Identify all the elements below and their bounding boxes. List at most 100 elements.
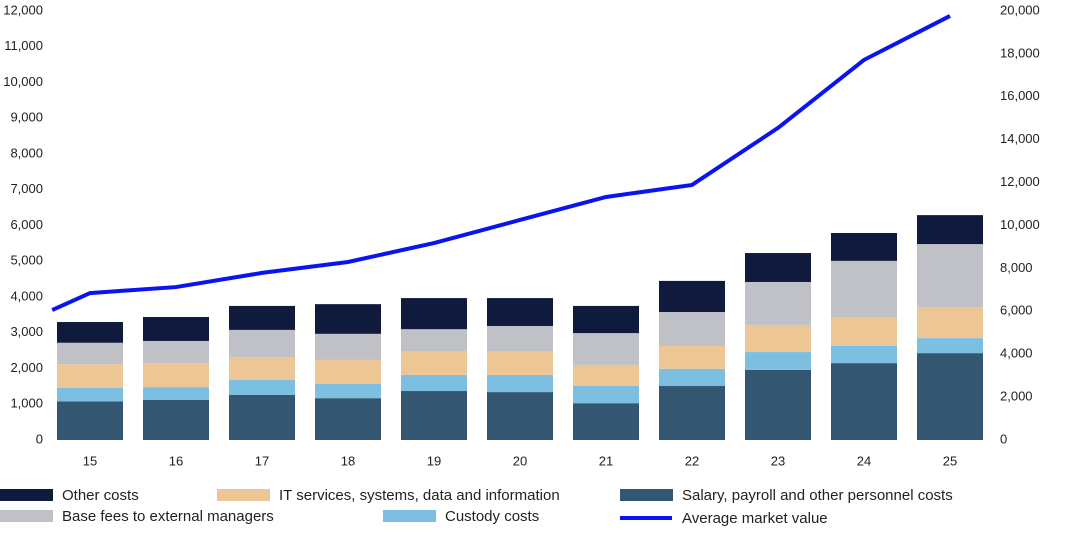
bar-segment <box>487 325 553 351</box>
bar-segment <box>659 345 725 369</box>
bar-segment <box>745 352 811 370</box>
bar-segment <box>745 324 811 353</box>
bar-segment <box>229 394 295 440</box>
y-tick-label: 3,000 <box>10 324 43 339</box>
legend-swatch <box>0 510 53 522</box>
bar-segment <box>659 312 725 346</box>
y-tick-label: 12,000 <box>3 2 43 17</box>
legend-swatch <box>217 489 270 501</box>
bar-segment <box>659 280 725 313</box>
bar-segment <box>315 398 381 440</box>
y2-tick-label: 12,000 <box>1000 174 1040 189</box>
y2-tick-label: 8,000 <box>1000 260 1033 275</box>
bar-segment <box>487 298 553 326</box>
bar-segment <box>57 387 123 402</box>
y-tick-label: 8,000 <box>10 145 43 160</box>
bar-segment <box>143 363 209 388</box>
bar-segment <box>831 233 897 261</box>
y-tick-label: 11,000 <box>4 38 43 53</box>
bar-segment <box>401 329 467 351</box>
bar-segment <box>57 322 123 343</box>
x-tick-label: 22 <box>685 453 699 468</box>
x-tick-label: 19 <box>427 453 441 468</box>
bar-segment <box>831 317 897 346</box>
y-tick-label: 6,000 <box>10 217 43 232</box>
x-tick-label: 24 <box>857 453 871 468</box>
y-tick-label: 1,000 <box>10 396 43 411</box>
bar-segment <box>229 329 295 358</box>
y-tick-label: 5,000 <box>10 253 43 268</box>
y2-tick-label: 14,000 <box>1000 131 1040 146</box>
bar-segment <box>573 403 639 440</box>
legend-label: Other costs <box>62 487 139 504</box>
y-tick-label: 4,000 <box>10 288 43 303</box>
bar-segment <box>57 342 123 365</box>
y-tick-label: 7,000 <box>10 181 43 196</box>
bar-segment <box>57 364 123 388</box>
x-tick-label: 21 <box>599 453 613 468</box>
bar-segment <box>917 244 983 308</box>
bar-segment <box>573 386 639 404</box>
x-tick-label: 16 <box>169 453 183 468</box>
bar-segment <box>315 383 381 399</box>
x-tick-label: 20 <box>513 453 527 468</box>
x-tick-label: 25 <box>943 453 957 468</box>
bar-segment <box>659 386 725 440</box>
bar-segment <box>917 338 983 354</box>
bar-segment <box>487 350 553 375</box>
x-tick-label: 23 <box>771 453 785 468</box>
y2-tick-label: 4,000 <box>1000 346 1033 361</box>
legend-label: Average market value <box>682 510 828 527</box>
legend-label: Custody costs <box>445 508 539 525</box>
bar-segment <box>487 392 553 440</box>
bar-segment <box>401 391 467 440</box>
bar-segment <box>573 305 639 334</box>
bar-segment <box>57 401 123 440</box>
y2-tick-label: 0 <box>1000 431 1007 446</box>
bar-segment <box>143 387 209 400</box>
bar-segment <box>745 369 811 440</box>
y-tick-label: 2,000 <box>10 360 43 375</box>
bar-segment <box>917 215 983 245</box>
bar-segment <box>229 305 295 330</box>
y-tick-label: 9,000 <box>10 110 43 125</box>
bar-segment <box>917 307 983 339</box>
legend-swatch <box>620 489 673 501</box>
bar-segment <box>401 350 467 375</box>
legend-label: Salary, payroll and other personnel cost… <box>682 487 953 504</box>
y-tick-label: 10,000 <box>3 74 43 89</box>
bar-segment <box>143 317 209 341</box>
legend-swatch <box>0 489 53 501</box>
legend-label: Base fees to external managers <box>62 508 274 525</box>
legend-swatch <box>383 510 436 522</box>
bar-segment <box>315 359 381 384</box>
y2-tick-label: 20,000 <box>1000 2 1040 17</box>
bar-segment <box>229 357 295 380</box>
y2-tick-label: 18,000 <box>1000 45 1040 60</box>
y2-tick-label: 10,000 <box>1000 217 1040 232</box>
bar-segment <box>573 333 639 365</box>
y2-tick-label: 2,000 <box>1000 389 1033 404</box>
y2-tick-label: 16,000 <box>1000 88 1040 103</box>
bar-segment <box>143 399 209 440</box>
x-tick-label: 15 <box>83 453 97 468</box>
x-tick-label: 18 <box>341 453 355 468</box>
bar-segment <box>487 374 553 393</box>
y-tick-label: 0 <box>36 431 43 446</box>
bar-segment <box>831 363 897 440</box>
bar-segment <box>315 333 381 360</box>
bar-segment <box>315 304 381 334</box>
y2-tick-label: 6,000 <box>1000 303 1033 318</box>
bar-segment <box>831 345 897 364</box>
bar-segment <box>745 281 811 325</box>
bar-segment <box>143 340 209 364</box>
line <box>51 14 951 312</box>
bar-segment <box>229 379 295 395</box>
x-tick-label: 17 <box>255 453 269 468</box>
bar-segment <box>401 374 467 392</box>
bar-segment <box>831 260 897 318</box>
bar-segment <box>745 253 811 282</box>
bar-segment <box>573 364 639 387</box>
bar-segment <box>401 298 467 330</box>
